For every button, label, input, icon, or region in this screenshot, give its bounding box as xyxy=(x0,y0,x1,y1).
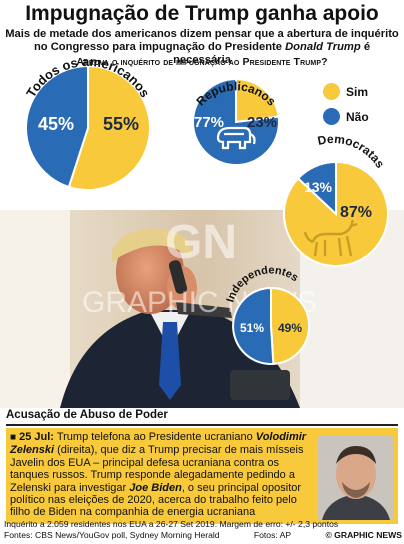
pie-ind-slice-sim xyxy=(270,286,311,365)
legend-label-sim: Sim xyxy=(346,84,369,99)
page-title: Impugnação de Trump ganha apoio xyxy=(25,2,379,25)
elephant-icon xyxy=(216,126,256,150)
footer-survey-note: Inquérito a 2.059 residentes nos EUA a 2… xyxy=(4,519,339,529)
pie-rep-label-sim: 23% xyxy=(247,114,277,131)
question-text: Aprova o inquérito de impugnação ao Pres… xyxy=(76,56,328,68)
pie-ind-slice-nao xyxy=(232,286,275,365)
subtitle-line2-prefix: no Congresso para impugnação do Presiden… xyxy=(33,41,286,53)
pie-dem-slice-nao xyxy=(296,160,338,217)
story-text: ■ 25 Jul: Trump telefona ao Presidente u… xyxy=(10,431,310,519)
subtitle: Mais de metade dos americanos dizem pens… xyxy=(4,28,400,67)
legend-swatch-sim xyxy=(323,83,340,100)
story-name2: Joe Biden xyxy=(129,481,182,494)
footer-sources: Fontes: CBS News/YouGov poll, Sydney Mor… xyxy=(4,530,220,540)
footer-row: Fontes: CBS News/YouGov poll, Sydney Mor… xyxy=(4,530,402,541)
pie-ind-label-nao: 51% xyxy=(240,321,264,335)
legend-item-nao: Não xyxy=(323,108,369,125)
zelenski-avatar xyxy=(318,436,394,520)
story-date: 25 Jul: xyxy=(19,431,54,443)
story-p1: Trump telefona ao Presidente ucraniano xyxy=(53,431,256,443)
donkey-icon xyxy=(303,219,358,257)
survey-question: Aprova o inquérito de impugnação ao Pres… xyxy=(4,56,400,68)
zelenski-photo xyxy=(318,436,394,520)
pie-todos-label-sim: 55% xyxy=(103,114,139,134)
pie-todos-label-nao: 45% xyxy=(38,114,74,134)
pie-republicanos: 23% 77% Republicanos xyxy=(192,77,280,166)
pie-todos-slice-sim xyxy=(67,64,151,191)
story-p2: (direita), que diz a Trump precisar de m… xyxy=(10,444,304,494)
pie-todos: 55% 45% Todos os americanos xyxy=(23,54,153,191)
subtitle-line2-suffix: é necessária xyxy=(173,41,371,66)
pie-rep-label-nao: 77% xyxy=(194,114,224,131)
section-divider xyxy=(6,424,398,426)
pie-dem-label-nao: 13% xyxy=(304,179,333,195)
pie-todos-slice-nao xyxy=(24,64,90,189)
legend: Sim Não xyxy=(323,83,369,133)
section-title: Acusação de Abuso de Poder xyxy=(6,409,168,421)
subtitle-name: Donald Trump xyxy=(285,41,361,53)
footer: Inquérito a 2.059 residentes nos EUA a 2… xyxy=(4,519,402,541)
legend-label-nao: Não xyxy=(346,109,369,124)
pie-rep-slice-nao xyxy=(192,77,280,166)
footer-brand: © GRAPHIC NEWS xyxy=(325,530,402,540)
subtitle-line1: Mais de metade dos americanos dizem pens… xyxy=(5,28,399,40)
story-name1: Volodimir Zelenski xyxy=(10,431,307,457)
pie-independentes: 49% 51% Independentes xyxy=(224,264,311,365)
story-p3: , o seu principal opositor político nas … xyxy=(10,481,302,519)
legend-item-sim: Sim xyxy=(323,83,369,100)
footer-photos: Fotos: AP xyxy=(253,530,292,540)
watermark-gn: GN xyxy=(165,216,237,269)
pie-ind-label-sim: 49% xyxy=(278,321,302,335)
bullet-icon: ■ xyxy=(10,432,17,443)
pie-rep-slice-sim xyxy=(235,77,280,124)
legend-swatch-nao xyxy=(323,108,340,125)
pie-democratas: 87% 13% Democratas xyxy=(283,132,389,267)
pie-dem-label-sim: 87% xyxy=(340,204,372,221)
